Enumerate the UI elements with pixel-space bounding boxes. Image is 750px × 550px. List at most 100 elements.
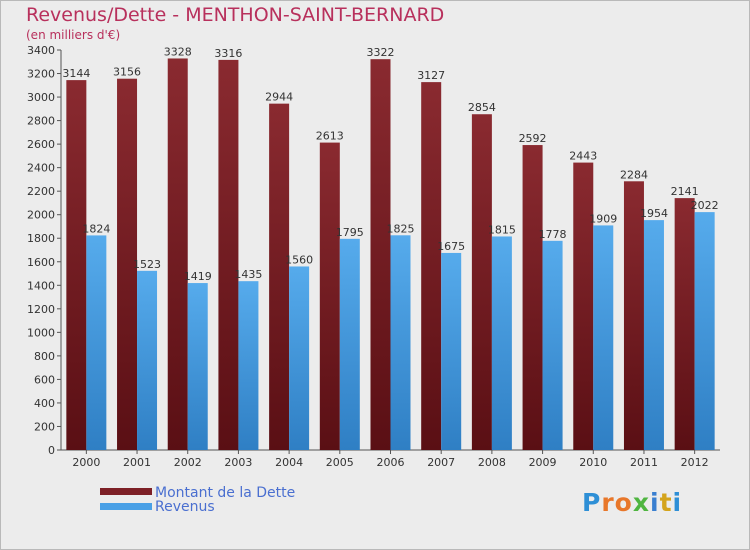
value-label-revenus: 1778 [539, 228, 567, 241]
bar-dette [471, 114, 492, 450]
value-label-dette: 2443 [569, 150, 597, 163]
legend-swatch-dette [100, 488, 152, 495]
logo-letter: o [614, 488, 633, 517]
legend-label-revenus: Revenus [155, 499, 215, 515]
x-tick-label: 2007 [427, 456, 455, 469]
value-label-revenus: 1824 [82, 222, 110, 235]
proxiti-logo: Proxiti [582, 488, 682, 517]
y-tick-label: 1800 [27, 232, 55, 245]
value-label-dette: 2141 [671, 185, 699, 198]
logo-letter: x [632, 488, 650, 517]
value-label-revenus: 1419 [184, 270, 212, 283]
bar-dette [319, 142, 340, 450]
y-tick-label: 2400 [27, 162, 55, 175]
bar-dette [117, 78, 138, 451]
value-label-dette: 3322 [367, 46, 395, 59]
bar-revenus [339, 238, 360, 450]
bar-dette [167, 58, 188, 451]
chart-subtitle: (en milliers d'€) [26, 28, 121, 42]
y-tick-label: 2800 [27, 115, 55, 128]
x-tick-label: 2006 [377, 456, 405, 469]
value-label-dette: 2284 [620, 168, 648, 181]
bars [66, 58, 715, 451]
value-label-revenus: 1825 [387, 222, 415, 235]
bar-revenus [694, 212, 715, 450]
x-tick-label: 2002 [174, 456, 202, 469]
y-tick-label: 0 [48, 444, 55, 457]
bar-revenus [137, 270, 158, 450]
chart-title: Revenus/Dette - MENTHON-SAINT-BERNARD [26, 4, 445, 26]
bar-dette [66, 80, 87, 450]
bar-revenus [289, 266, 310, 450]
value-label-dette: 3144 [62, 67, 90, 80]
bar-revenus [643, 220, 664, 450]
logo-letter: t [659, 488, 673, 517]
value-label-revenus: 1560 [285, 253, 313, 266]
bar-revenus [390, 235, 411, 450]
logo-letter: r [601, 488, 615, 517]
bar-dette [674, 198, 695, 450]
bar-dette [370, 59, 391, 450]
value-label-dette: 3316 [214, 47, 242, 60]
value-label-revenus: 1523 [133, 258, 161, 271]
value-label-dette: 3328 [164, 45, 192, 58]
y-tick-label: 3200 [27, 68, 55, 81]
value-label-revenus: 1795 [336, 226, 364, 239]
logo-letter: i [650, 488, 660, 517]
value-label-dette: 2592 [519, 132, 547, 145]
bar-revenus [238, 281, 259, 450]
x-tick-label: 2011 [630, 456, 658, 469]
x-tick-label: 2012 [681, 456, 709, 469]
x-tick-label: 2009 [529, 456, 557, 469]
value-label-revenus: 1675 [437, 240, 465, 253]
value-label-dette: 3156 [113, 66, 141, 79]
y-tick-label: 1000 [27, 326, 55, 339]
y-tick-label: 1400 [27, 279, 55, 292]
y-tick-label: 400 [34, 397, 55, 410]
value-label-revenus: 1909 [589, 212, 617, 225]
value-labels: 3144 1824 3156 1523 3328 1419 3316 1435 2944 1560… [62, 45, 718, 283]
y-tick-label: 2200 [27, 185, 55, 198]
y-tick-label: 1200 [27, 303, 55, 316]
bar-revenus [491, 236, 512, 450]
logo-letter: i [672, 488, 683, 517]
y-tick-label: 800 [34, 350, 55, 363]
axes: 0 200 400 600 800 1000 1200 1400 1600 1800 2000 220… [27, 44, 720, 469]
bar-dette [573, 162, 594, 450]
legend-label-dette: Montant de la Dette [155, 485, 296, 501]
y-tick-label: 1600 [27, 256, 55, 269]
x-tick-label: 2000 [72, 456, 100, 469]
value-label-dette: 2854 [468, 101, 496, 114]
x-tick-label: 2003 [224, 456, 252, 469]
value-label-revenus: 2022 [691, 199, 719, 212]
value-label-revenus: 1954 [640, 207, 668, 220]
value-label-revenus: 1815 [488, 223, 516, 236]
x-tick-label: 2010 [579, 456, 607, 469]
y-tick-label: 2000 [27, 209, 55, 222]
bar-dette [623, 181, 644, 450]
bar-revenus [187, 283, 208, 450]
legend-swatch-revenus [100, 503, 152, 510]
x-tick-label: 2001 [123, 456, 151, 469]
bar-dette [269, 103, 290, 450]
bar-revenus [593, 225, 614, 450]
value-label-dette: 2944 [265, 91, 293, 104]
y-tick-label: 2600 [27, 138, 55, 151]
logo-letter: P [582, 488, 602, 517]
value-label-dette: 3127 [417, 69, 445, 82]
y-tick-label: 200 [34, 420, 55, 433]
y-tick-label: 600 [34, 373, 55, 386]
bar-revenus [86, 235, 107, 450]
bar-revenus [542, 240, 563, 450]
x-tick-label: 2005 [326, 456, 354, 469]
value-label-dette: 2613 [316, 130, 344, 143]
legend [100, 488, 152, 510]
x-tick-label: 2004 [275, 456, 303, 469]
bar-dette [421, 82, 442, 450]
bar-revenus [441, 252, 462, 450]
x-tick-label: 2008 [478, 456, 506, 469]
bar-dette [522, 145, 543, 450]
bar-dette [218, 59, 239, 450]
y-tick-label: 3000 [27, 91, 55, 104]
